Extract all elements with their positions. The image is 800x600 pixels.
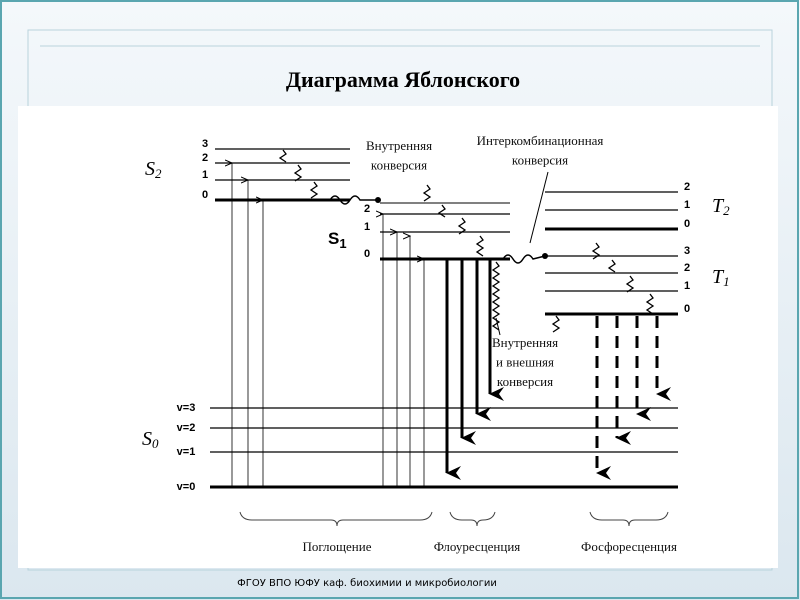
level-number: 1	[684, 280, 690, 292]
state-subscript: 1	[339, 236, 346, 251]
state-label: T2	[712, 195, 730, 218]
level-number: 0	[684, 218, 690, 230]
level-number: v=2	[177, 422, 196, 434]
annotation: конверсия	[371, 157, 427, 172]
annotation: Внутренняя	[492, 335, 558, 350]
brace	[239, 511, 433, 527]
relaxation-arrow	[645, 293, 655, 315]
pointer	[529, 171, 549, 244]
relaxation-arrow	[278, 149, 287, 163]
relaxation-arrow	[491, 261, 501, 331]
state-subscript: 1	[723, 274, 730, 289]
relaxation-arrow	[625, 275, 635, 293]
state-subscript: 2	[723, 203, 730, 218]
relaxation-arrow	[475, 235, 485, 257]
annotation: Внутренняя	[366, 138, 432, 153]
title: Диаграмма Яблонского	[286, 67, 520, 92]
relaxation-arrow	[293, 164, 303, 182]
level-number: 3	[202, 138, 208, 150]
relaxation-arrow	[457, 217, 467, 235]
level-number: 1	[364, 221, 370, 233]
relaxation-arrow	[422, 184, 432, 202]
annotation: и внешняя	[496, 354, 554, 369]
level-number: 0	[684, 303, 690, 315]
annotation: Интеркомбинационная	[477, 133, 604, 148]
state-symbol: S	[328, 229, 339, 248]
state-subscript: 2	[155, 166, 162, 181]
crossing-wave	[329, 195, 378, 205]
annotation: конверсия	[497, 374, 553, 389]
relaxation-arrow	[551, 315, 561, 333]
level-number: 0	[202, 189, 208, 201]
pointer	[495, 317, 501, 336]
crossing-dot	[542, 253, 548, 259]
jablonski-diagram: 3210S2210S1v=3v=2v=1v=0S0210T23210T1Внут…	[142, 133, 730, 554]
brace	[449, 511, 496, 527]
state-symbol: S	[145, 158, 155, 180]
crossing-wave	[502, 254, 546, 264]
footer: ФГОУ ВПО ЮФУ каф. биохимии и микробиолог…	[237, 578, 497, 589]
state-label: T1	[712, 266, 730, 289]
state-symbol: T	[712, 266, 725, 288]
relaxation-arrow	[607, 259, 616, 273]
diagram-panel	[18, 106, 778, 568]
relaxation-arrow	[309, 181, 319, 199]
process-label: Флоуресценция	[434, 539, 521, 554]
state-label: S0	[142, 428, 159, 451]
relaxation-arrow	[591, 242, 601, 260]
state-subscript: 0	[152, 436, 159, 451]
level-number: v=1	[177, 446, 196, 458]
state-symbol: T	[712, 195, 725, 217]
process-label: Фосфоресценция	[581, 539, 677, 554]
level-number: v=0	[177, 481, 196, 493]
state-label: S2	[145, 158, 162, 181]
annotation: конверсия	[512, 152, 568, 167]
process-label: Поглощение	[302, 539, 371, 554]
state-label: S1	[328, 229, 347, 251]
level-number: 1	[684, 199, 690, 211]
level-number: 0	[364, 248, 370, 260]
relaxation-arrow	[437, 204, 446, 218]
level-number: 3	[684, 245, 690, 257]
level-number: 2	[364, 203, 370, 215]
level-number: 1	[202, 169, 208, 181]
level-number: 2	[684, 181, 690, 193]
level-number: v=3	[177, 402, 196, 414]
level-number: 2	[202, 152, 208, 164]
crossing-dot	[375, 197, 381, 203]
state-symbol: S	[142, 428, 152, 450]
level-number: 2	[684, 262, 690, 274]
brace	[589, 511, 669, 527]
